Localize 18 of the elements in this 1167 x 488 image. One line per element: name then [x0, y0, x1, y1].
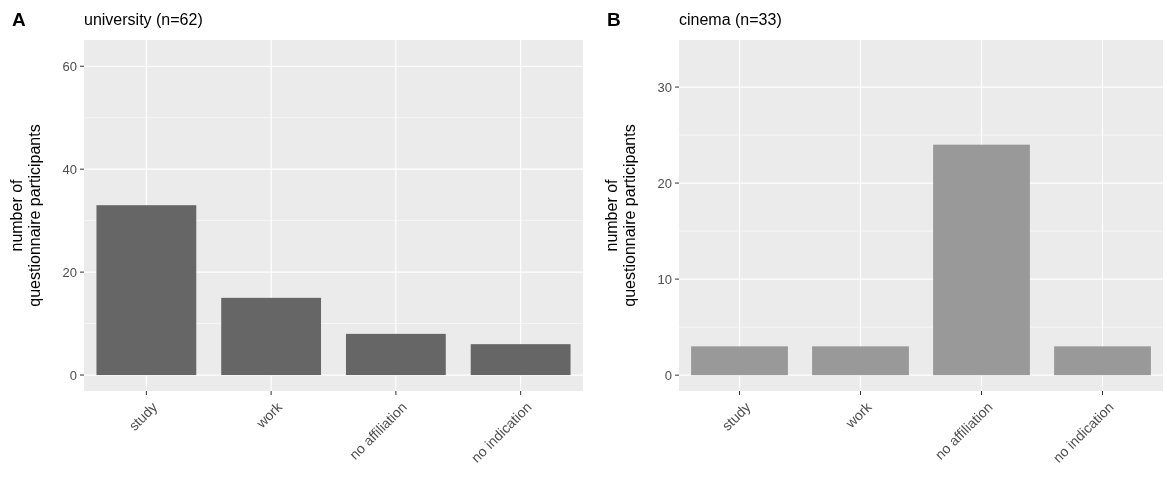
text: A — [12, 9, 26, 30]
y-tick-label: 60 — [62, 58, 77, 74]
y-tick-label: 20 — [62, 264, 77, 280]
y-axis-title: number of questionnaire participants — [603, 124, 638, 307]
text: B — [607, 9, 621, 30]
bar — [221, 297, 322, 376]
y-tick-label: 30 — [657, 79, 672, 95]
bar — [96, 205, 197, 376]
y-tick-label: 40 — [62, 161, 77, 177]
y-tick-label: 0 — [69, 367, 77, 383]
bar — [345, 333, 446, 376]
y-tick-label: 20 — [657, 175, 672, 191]
chart-title: cinema (n=33) — [679, 11, 782, 28]
y-tick-label: 0 — [664, 367, 672, 383]
y-axis-title: number of questionnaire participants — [8, 124, 43, 307]
bar — [470, 344, 571, 376]
chart-title: university (n=62) — [84, 11, 203, 28]
y-tick-label: 10 — [657, 271, 672, 287]
